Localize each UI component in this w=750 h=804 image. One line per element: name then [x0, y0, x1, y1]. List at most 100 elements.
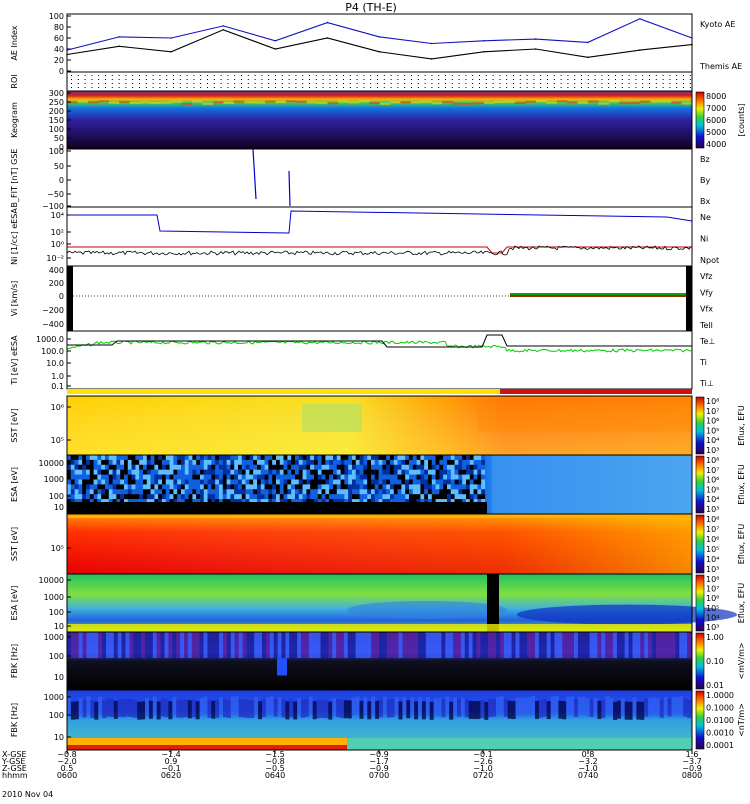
roi-dot [166, 83, 168, 84]
esa-e-cell [431, 484, 436, 490]
esa-e-cell [105, 459, 109, 465]
esa-e-cell [325, 499, 330, 505]
esa-e-cell [397, 494, 402, 500]
esa-e-cell [340, 479, 345, 485]
esa-e-cell [253, 489, 258, 495]
esa-e-cell [116, 469, 121, 475]
esa-e-cell [393, 459, 398, 465]
roi-dot [499, 87, 501, 88]
fbk-e-col [125, 632, 130, 659]
esa-e-cell [283, 464, 288, 470]
esa-e-cell [454, 484, 459, 490]
esa-e-cell [439, 464, 444, 470]
esa-e-cell [352, 479, 356, 485]
esa-e-cell [329, 459, 334, 465]
colorbar-unit: <nT/m> [737, 703, 746, 737]
esa-e-cell [108, 474, 113, 480]
keogram-cell [296, 100, 308, 103]
roi-dot [159, 87, 161, 88]
fbk-e-col [363, 632, 368, 659]
colorbar-tick: 0.0100 [706, 716, 734, 725]
x-axis-cell: −0.9 [369, 764, 388, 773]
roi-dot [295, 75, 297, 76]
esa-e-cell [431, 455, 436, 460]
esa-e-cell [336, 459, 341, 465]
esa-e-cell [386, 479, 391, 485]
fbk-e-col [570, 632, 575, 659]
esa-e-cell [173, 474, 178, 480]
esa-e-cell [466, 484, 470, 490]
roi-dot [377, 87, 378, 88]
esa-e-cell [124, 494, 128, 500]
esa-e-cell [291, 464, 296, 470]
roi-dot [111, 83, 113, 84]
roi-dot [275, 87, 276, 88]
fbk-b-col [125, 698, 130, 717]
esa-e-cell [230, 474, 235, 480]
esa-e-cell [378, 499, 383, 505]
roi-dot [349, 87, 351, 88]
fbk-e-col [113, 632, 118, 659]
fbk-e-col [328, 632, 333, 659]
esa-e-cell [93, 489, 98, 495]
esa-e-cell [101, 489, 106, 495]
esa-e-cell [298, 464, 303, 470]
esa-e-cell [374, 479, 379, 485]
esa-e-cell [340, 464, 345, 470]
esa-e-cell [367, 474, 372, 480]
roi-dot [676, 83, 678, 84]
esa-e-cell [420, 479, 425, 485]
roi-dot [519, 79, 521, 80]
keogram-cell [119, 100, 130, 103]
roi-dot [91, 79, 93, 80]
keogram-cell [567, 101, 578, 104]
esa-e-cell [321, 455, 326, 460]
esa-e-cell [162, 484, 166, 490]
fbk-e-col [616, 632, 621, 659]
fbk-e-col [624, 632, 629, 659]
esa-e-cell [477, 499, 482, 505]
roi-dot [424, 79, 426, 80]
roi-dot [649, 83, 650, 84]
roi-dot [91, 75, 93, 76]
esa-e-cell [173, 469, 178, 475]
fbk-e-col [648, 632, 653, 659]
x-axis-cell: 0700 [369, 771, 389, 780]
esa-e-cell [409, 479, 413, 485]
series-point [587, 41, 589, 44]
fbk-e-col [652, 632, 656, 659]
roi-dot [84, 79, 86, 80]
fbk-e-col [98, 632, 103, 659]
roi-dot [649, 87, 650, 88]
fbk-e-col [246, 632, 251, 659]
esa-e-cell [264, 499, 269, 505]
esa-e-cell [462, 455, 467, 460]
esa-e-cell [226, 469, 231, 475]
roi-dot [465, 87, 467, 88]
esa-e-cell [238, 474, 242, 480]
series-point [118, 45, 120, 48]
esa-e-cell [82, 494, 87, 500]
esa-e-cell [435, 479, 440, 485]
y-tick-label: 10000 [39, 459, 64, 468]
keogram-cell [244, 101, 255, 104]
fbk-e-col [184, 632, 188, 659]
esa-e-cell [169, 459, 174, 465]
roi-dot [662, 75, 664, 76]
esa-e-cell [352, 464, 356, 470]
fbk-e-col [74, 632, 79, 659]
esa-e-cell [146, 459, 151, 465]
esa-e-cell [127, 459, 132, 465]
esa-e-cell [435, 484, 440, 490]
roi-dot [649, 75, 650, 76]
esa-e-cell [196, 474, 201, 480]
esa-e-cell [409, 494, 413, 500]
fbk-b-col [406, 700, 411, 719]
keogram-cell [233, 100, 245, 103]
roi-dot [581, 83, 582, 84]
esa-e-cell [124, 489, 128, 495]
esa-e-cell [74, 455, 79, 460]
colorbar-tick: 8000 [706, 92, 726, 101]
esa-e-cell [173, 479, 178, 485]
esa-e-cell [146, 469, 151, 475]
